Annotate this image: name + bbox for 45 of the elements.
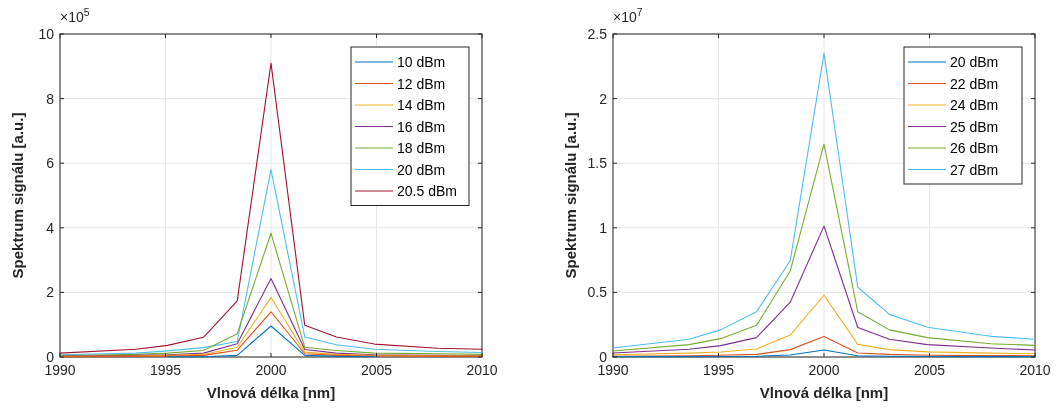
legend-label: 10 dBm: [397, 54, 446, 70]
legend-label: 25 dBm: [950, 118, 999, 135]
x-tick-label: 1990: [44, 362, 76, 378]
text: ×10$^{7}$: [613, 6, 643, 25]
legend-label: 16 dBm: [397, 118, 446, 135]
y-axis-title: Spektrum signálu [a.u.]: [9, 112, 26, 279]
y-tick-label: 2: [599, 90, 608, 107]
legend-label: 20.5 dBm: [397, 183, 457, 199]
y-tick-label: 1.5: [587, 155, 608, 172]
y-tick-label: 1: [599, 219, 608, 236]
legend-label: 12 dBm: [397, 75, 446, 92]
y-axis-title: Spektrum signálu [a.u.]: [562, 112, 579, 279]
legend-label: 27 dBm: [950, 161, 999, 178]
text: ×10$^{5}$: [60, 6, 90, 25]
x-tick-label: 2005: [913, 362, 946, 378]
x-tick-label: 2000: [255, 362, 287, 378]
legend-label: 26 dBm: [950, 140, 999, 156]
line-series: [612, 143, 1036, 352]
y-tick-label: 4: [46, 219, 55, 236]
legend-label: 22 dBm: [950, 75, 999, 92]
legend-label: 18 dBm: [397, 140, 446, 156]
y-tick-label: 10: [38, 26, 55, 42]
y-tick-label: 0.5: [587, 284, 608, 301]
y-tick-label: 2: [46, 284, 55, 301]
legend-label: 20 dBm: [950, 54, 999, 70]
x-tick-label: 2010: [466, 362, 498, 378]
x-tick-label: 1995: [149, 362, 182, 378]
line-series: [612, 225, 1036, 354]
legend-label: 20 dBm: [397, 161, 446, 178]
line-series: [167, 325, 375, 358]
line-series: [612, 52, 1036, 349]
x-tick-label: 1990: [597, 362, 629, 378]
x-tick-label: 2000: [808, 362, 840, 378]
legend-label: 24 dBm: [950, 97, 999, 113]
y-tick-label: 2.5: [587, 26, 608, 42]
x-tick-label: 1995: [702, 362, 735, 378]
x-axis-title: Vlnová délka [nm]: [206, 384, 336, 401]
x-tick-label: 2005: [360, 362, 393, 378]
y-tick-label: 0: [46, 349, 55, 365]
y-tick-label: 8: [46, 90, 55, 107]
y-tick-label: 0: [599, 349, 608, 365]
x-axis-title: Vlnová délka [nm]: [759, 384, 889, 401]
x-tick-label: 2010: [1019, 362, 1051, 378]
y-tick-label: 6: [46, 155, 55, 172]
legend-label: 14 dBm: [397, 97, 446, 113]
